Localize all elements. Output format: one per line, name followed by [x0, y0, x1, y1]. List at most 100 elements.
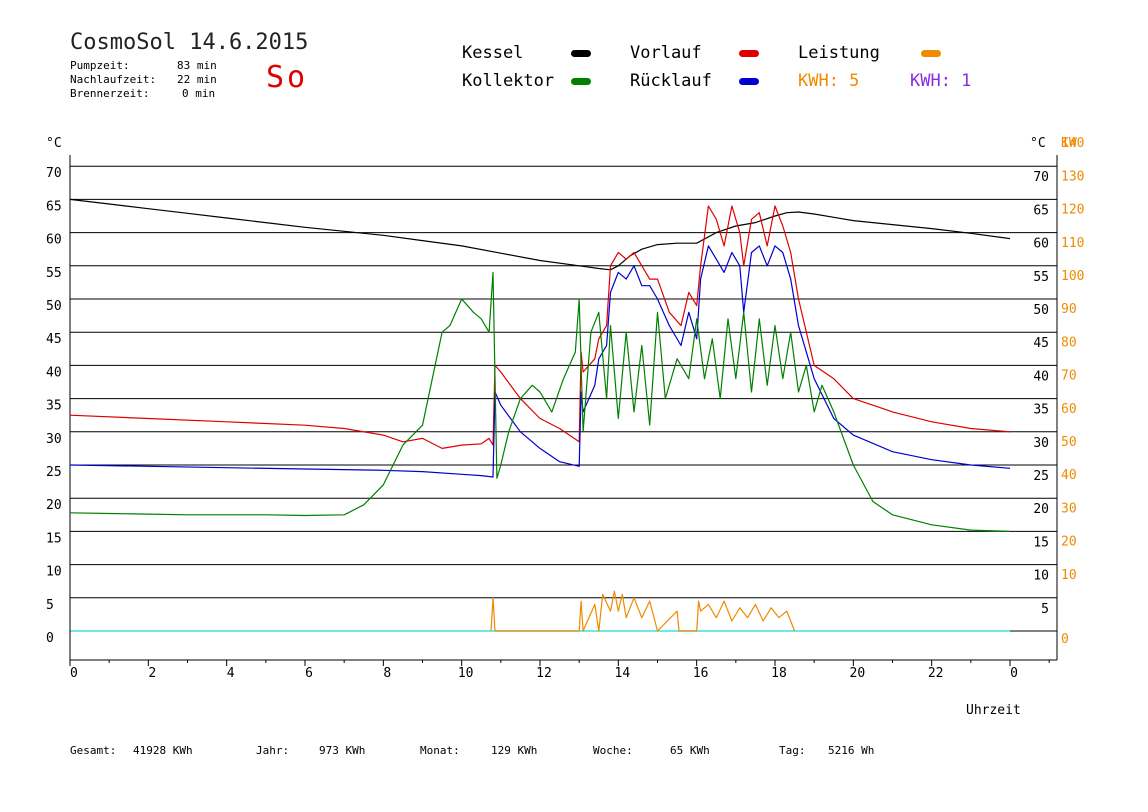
x-tick-label: 6	[305, 666, 313, 681]
stat-nachlaufzeit-value: 22 min	[177, 73, 217, 86]
y-left-tick-label: 5	[46, 598, 54, 613]
y-right-temp-tick-label: 35	[1033, 403, 1049, 418]
y-left-tick-label: 15	[46, 531, 62, 546]
y-right-temp-tick-label: 65	[1033, 203, 1049, 218]
x-tick-label: 20	[850, 666, 866, 681]
x-axis-label: Uhrzeit	[966, 703, 1021, 718]
series-kollektor	[69, 271, 1011, 532]
y-right-power-tick-label: 0	[1061, 632, 1069, 647]
series-vorlauf	[69, 205, 1011, 449]
y-right-temp-tick-label: 40	[1033, 369, 1049, 384]
legend-vorlauf-swatch	[739, 50, 759, 57]
footer-monat-value: 129 KWh	[491, 744, 538, 757]
y-right-temp-tick-label: 55	[1033, 270, 1049, 285]
y-right-temp-tick-label: 25	[1033, 469, 1049, 484]
y-left-tick-label: 50	[46, 299, 62, 314]
y-axis-right-unit: °C	[1030, 136, 1046, 151]
y-left-tick-label: 70	[46, 166, 62, 181]
series-ruecklauf	[69, 245, 1011, 478]
footer-gesamt-value: 41928 KWh	[133, 744, 193, 757]
y-right-power-tick-label: 140	[1061, 136, 1084, 151]
footer-woche-value: 65 KWh	[670, 744, 710, 757]
y-left-tick-label: 65	[46, 199, 62, 214]
y-right-power-tick-label: 10	[1061, 568, 1077, 583]
y-left-tick-label: 20	[46, 498, 62, 513]
y-right-temp-tick-label: 10	[1033, 569, 1049, 584]
y-axis-power-unit: KW	[1061, 136, 1077, 151]
x-tick-label: 18	[771, 666, 787, 681]
legend-kwh-purple: KWH: 1	[910, 71, 972, 91]
y-right-temp-tick-label: 5	[1041, 602, 1049, 617]
y-right-power-tick-label: 110	[1061, 236, 1084, 251]
y-right-temp-tick-label: 45	[1033, 336, 1049, 351]
y-right-power-tick-label: 80	[1061, 335, 1077, 350]
y-left-tick-label: 0	[46, 631, 54, 646]
y-right-power-tick-label: 130	[1061, 169, 1084, 184]
weekday-label: So	[266, 60, 309, 95]
footer-jahr-label: Jahr:	[256, 744, 290, 757]
legend-kollektor-swatch	[571, 78, 591, 85]
legend-leistung-label: Leistung	[798, 43, 880, 63]
stat-nachlaufzeit-label: Nachlaufzeit:	[70, 73, 157, 86]
y-right-power-tick-label: 40	[1061, 468, 1077, 483]
x-tick-label: 0	[1010, 666, 1018, 681]
y-left-tick-label: 35	[46, 399, 62, 414]
footer-tag-value: 5216 Wh	[828, 744, 875, 757]
y-right-temp-tick-label: 15	[1033, 535, 1049, 550]
y-right-power-tick-label: 50	[1061, 435, 1077, 450]
footer-gesamt-label: Gesamt:	[70, 744, 117, 757]
x-tick-label: 10	[458, 666, 474, 681]
series-kessel	[69, 198, 1011, 271]
y-left-tick-label: 40	[46, 365, 62, 380]
legend-kessel-label: Kessel	[462, 43, 524, 63]
footer-jahr-value: 973 KWh	[319, 744, 366, 757]
legend-leistung-swatch	[921, 50, 941, 57]
y-left-tick-label: 30	[46, 432, 62, 447]
footer-tag-label: Tag:	[779, 744, 806, 757]
x-tick-label: 12	[536, 666, 552, 681]
footer-monat-label: Monat:	[420, 744, 460, 757]
chart-ticks: 0 2 4 6 8 10 12 14 16 18 20 22 005101520253035404550…	[46, 136, 1084, 681]
y-right-power-tick-label: 70	[1061, 369, 1077, 384]
y-right-temp-tick-label: 60	[1033, 237, 1049, 252]
legend-kessel-swatch	[571, 50, 591, 57]
legend-ruecklauf-label: Rücklauf	[630, 71, 712, 91]
x-tick-label: 22	[928, 666, 944, 681]
chart-series	[69, 198, 1011, 632]
legend-ruecklauf-swatch	[739, 78, 759, 85]
y-left-tick-label: 10	[46, 565, 62, 580]
footer-woche-label: Woche:	[593, 744, 633, 757]
stat-brennerzeit-label: Brennerzeit:	[70, 87, 150, 100]
legend-kollektor-label: Kollektor	[462, 71, 555, 91]
x-tick-label: 14	[615, 666, 631, 681]
stat-brennerzeit-value: 0 min	[182, 87, 216, 100]
y-right-temp-tick-label: 50	[1033, 303, 1049, 318]
x-tick-label: 0	[70, 666, 78, 681]
y-right-power-tick-label: 30	[1061, 501, 1077, 516]
y-right-power-tick-label: 90	[1061, 302, 1077, 317]
stat-pumpzeit-value: 83 min	[177, 59, 217, 72]
y-right-temp-tick-label: 70	[1033, 170, 1049, 185]
y-right-power-tick-label: 100	[1061, 269, 1084, 284]
y-left-tick-label: 55	[46, 266, 62, 281]
y-right-power-tick-label: 20	[1061, 535, 1077, 550]
y-left-tick-label: 60	[46, 233, 62, 248]
chart-title: CosmoSol 14.6.2015	[70, 30, 309, 55]
y-right-power-tick-label: 60	[1061, 402, 1077, 417]
y-right-temp-tick-label: 30	[1033, 436, 1049, 451]
legend-kwh-orange: KWH: 5	[798, 71, 860, 91]
y-axis-left-unit: °C	[46, 136, 62, 151]
x-tick-label: 8	[383, 666, 391, 681]
y-left-tick-label: 45	[46, 332, 62, 347]
y-right-temp-tick-label: 20	[1033, 502, 1049, 517]
x-tick-label: 16	[693, 666, 709, 681]
y-left-tick-label: 25	[46, 465, 62, 480]
stat-pumpzeit-label: Pumpzeit:	[70, 59, 130, 72]
y-right-power-tick-label: 120	[1061, 203, 1084, 218]
series-leistung	[490, 590, 796, 632]
chart-grid	[70, 165, 1057, 632]
chart-axes	[69, 155, 1058, 661]
x-tick-label: 4	[227, 666, 235, 681]
legend-vorlauf-label: Vorlauf	[630, 43, 702, 63]
